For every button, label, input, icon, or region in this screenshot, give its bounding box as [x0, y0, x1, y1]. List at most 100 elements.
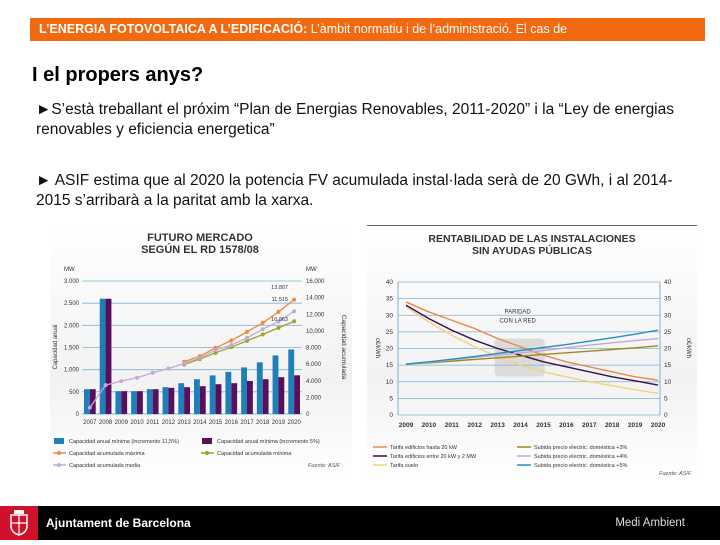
y-tick-label: 30: [386, 312, 394, 319]
footer-bar: Ajuntament de Barcelona Medi Ambient: [0, 506, 720, 540]
parity-highlight: [494, 338, 545, 377]
parity-label: CON LA RED: [499, 319, 536, 325]
y-tick-label: 1.500: [64, 346, 80, 352]
value-label: 11.515: [272, 297, 288, 303]
data-point: [135, 375, 139, 380]
x-tick-label: 2011: [146, 420, 160, 426]
x-tick-label: 2015: [209, 420, 223, 426]
data-point: [229, 338, 234, 343]
data-point: [292, 319, 297, 324]
source-note: Fuente: ASIF: [659, 471, 692, 477]
y2-tick-label: 6.000: [306, 362, 322, 368]
data-point: [276, 309, 281, 314]
bar: [115, 391, 122, 414]
y-tick-label: 0: [389, 412, 393, 419]
x-tick-label: 2019: [272, 420, 286, 426]
chart-rentabilidad: RENTABILIDAD DE LAS INSTALACIONES SIN AYU…: [367, 225, 697, 478]
x-tick-label: 2018: [256, 420, 270, 426]
bar: [225, 371, 232, 414]
bar: [184, 387, 190, 414]
x-tick-label: 2016: [559, 422, 574, 429]
y-tick-label: 20: [386, 346, 394, 353]
chart-title: SIN AYUDAS PÚBLICAS: [472, 244, 592, 257]
legend-label: Subida precio electric. doméstica +5%: [534, 463, 628, 469]
legend-label: Tarifa suelo: [390, 463, 418, 469]
y-tick-label: 500: [69, 390, 80, 396]
chart-title: FUTURO MERCADO: [147, 232, 253, 244]
x-tick-label: 2019: [628, 422, 643, 429]
chart-futuro-mercado: FUTURO MERCADO SEGÚN EL RD 1578/08 MW MW 0 50…: [50, 225, 352, 480]
bar: [294, 375, 300, 414]
legend-label: Capacidad anual mínima (incremento 11,5%…: [69, 439, 179, 445]
y-tick-label: 3.000: [64, 279, 80, 285]
data-point: [103, 383, 108, 388]
y2-tick-label: 8.000: [306, 346, 322, 352]
bar: [278, 377, 285, 414]
legend-marker: [205, 451, 209, 455]
y-tick-label: 2.500: [64, 301, 80, 307]
x-tick-label: 2020: [287, 420, 301, 426]
y2-tick-label: 5: [664, 395, 668, 402]
x-tick-label: 2013: [177, 420, 191, 426]
series-line: [183, 320, 295, 366]
data-point: [260, 332, 265, 337]
x-tick-label: 2009: [399, 422, 414, 429]
bar: [168, 387, 175, 414]
x-tick-label: 2012: [467, 422, 482, 429]
data-point: [87, 405, 92, 410]
y2-tick-label: 14.000: [306, 296, 325, 302]
y-axis-unit: MW: [64, 267, 75, 273]
organization-name: Ajuntament de Barcelona: [46, 516, 191, 530]
y2-tick-label: 35: [664, 296, 672, 303]
y2-tick-label: 2.000: [306, 395, 322, 401]
bar: [247, 380, 253, 414]
y2-tick-label: 15: [664, 362, 672, 369]
bar: [256, 362, 263, 414]
x-tick-label: 2016: [225, 420, 239, 426]
legend-label: Capacidad acumulada máxima: [69, 451, 145, 457]
legend-label: Subida precio electric. doméstica +3%: [534, 445, 628, 451]
legend-swatch: [202, 438, 212, 444]
header-subtitle: L’àmbit normatiu i de l’administració. E…: [307, 22, 568, 36]
header-topic: L’ENERGIA FOTOVOLTAICA A L’EDIFICACIÓ:: [39, 22, 308, 36]
bar: [137, 391, 143, 414]
x-tick-label: 2013: [490, 422, 505, 429]
x-tick-label: 2018: [605, 422, 620, 429]
data-point: [245, 335, 249, 340]
legend-label: Capacidad anual mínima (incremento 5%): [217, 439, 320, 445]
bar: [209, 375, 216, 414]
bar: [84, 389, 90, 414]
y2-tick-label: 25: [664, 329, 672, 336]
y2-tick-label: 20: [664, 346, 672, 353]
bar: [162, 387, 169, 414]
x-tick-label: 2007: [83, 420, 97, 426]
x-tick-label: 2020: [651, 422, 666, 429]
y-tick-label: 1.000: [64, 368, 80, 374]
value-label: 13.807: [271, 285, 288, 291]
x-tick-label: 2017: [582, 422, 597, 429]
bar: [262, 379, 269, 414]
legend-label: Capacidad acumulada media: [69, 463, 141, 469]
y2-axis-label: Capacidad acumulada: [340, 315, 347, 380]
y-tick-label: 35: [386, 296, 394, 303]
bullet-2: ► ASIF estima que al 2020 la potencia FV…: [36, 172, 673, 209]
data-point: [197, 355, 202, 360]
y2-tick-label: 16.000: [306, 279, 325, 285]
legend-marker: [57, 463, 61, 467]
legend-label: Tarifa edificios hasta 20 kW: [390, 445, 458, 451]
data-point: [260, 320, 265, 325]
y2-tick-label: 10: [664, 379, 672, 386]
bar: [99, 298, 106, 414]
y2-tick-label: 12.000: [306, 312, 325, 318]
y-tick-label: 0: [76, 412, 80, 418]
series-line: [405, 345, 659, 365]
data-point: [276, 319, 281, 324]
data-point: [276, 325, 281, 330]
bar: [178, 383, 185, 414]
data-point: [245, 338, 249, 343]
bar: [199, 386, 206, 414]
y-tick-label: 25: [386, 329, 394, 336]
legend-marker: [57, 451, 61, 455]
bar: [121, 391, 128, 414]
series-line: [405, 306, 659, 395]
